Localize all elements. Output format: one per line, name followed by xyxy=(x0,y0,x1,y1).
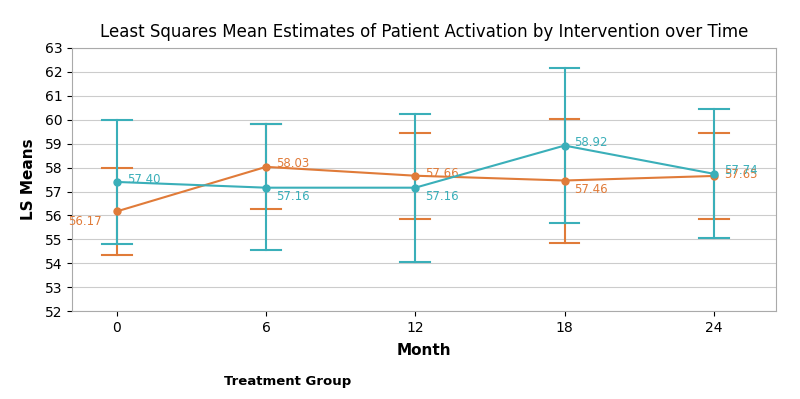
Text: 57.46: 57.46 xyxy=(574,183,608,196)
Text: Treatment Group: Treatment Group xyxy=(224,375,351,387)
Y-axis label: LS Means: LS Means xyxy=(21,139,36,220)
Text: 57.40: 57.40 xyxy=(126,173,160,186)
Text: 56.17: 56.17 xyxy=(68,215,102,228)
Text: 58.03: 58.03 xyxy=(276,158,310,170)
Text: 57.65: 57.65 xyxy=(724,168,758,180)
Text: 57.66: 57.66 xyxy=(426,167,459,180)
Text: 57.74: 57.74 xyxy=(724,164,758,178)
Text: 58.92: 58.92 xyxy=(574,136,608,149)
X-axis label: Month: Month xyxy=(397,343,451,358)
Title: Least Squares Mean Estimates of Patient Activation by Intervention over Time: Least Squares Mean Estimates of Patient … xyxy=(100,23,748,41)
Text: 57.16: 57.16 xyxy=(426,190,459,203)
Text: 57.16: 57.16 xyxy=(276,190,310,203)
